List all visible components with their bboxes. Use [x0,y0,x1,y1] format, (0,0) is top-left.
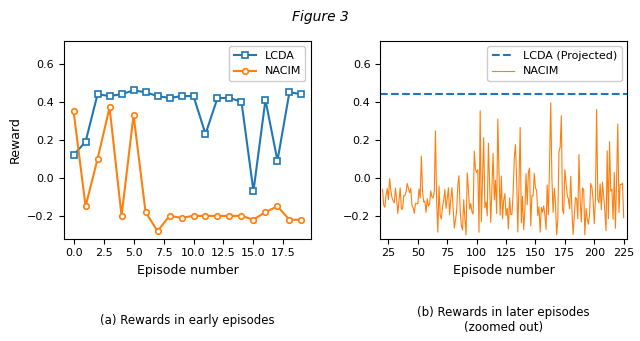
NACIM [154,229,161,233]
LCDA [214,96,221,100]
LCDA [285,90,293,94]
NACIM [237,214,245,218]
NACIM [118,214,125,218]
NACIM [178,216,186,220]
LCDA [298,92,305,96]
NACIM [462,233,470,237]
NACIM [262,210,269,214]
Text: (a) Rewards in early episodes: (a) Rewards in early episodes [100,314,275,327]
NACIM [93,157,101,161]
LCDA (Projected) [356,92,364,96]
NACIM [274,204,282,208]
LCDA [237,100,245,104]
NACIM [130,113,138,117]
NACIM [285,218,293,222]
Text: (b) Rewards in later episodes
(zoomed out): (b) Rewards in later episodes (zoomed ou… [417,306,590,334]
LCDA [70,153,77,157]
NACIM [141,210,149,214]
LCDA [130,88,138,92]
NACIM [202,214,209,218]
NACIM [604,149,611,153]
NACIM [417,154,425,158]
LCDA [93,92,101,96]
LCDA [226,96,234,100]
LCDA [106,94,113,98]
LCDA [154,94,161,98]
LCDA [250,189,257,193]
LCDA [82,140,90,144]
LCDA [189,94,197,98]
NACIM [189,214,197,218]
LCDA [166,96,173,100]
LCDA [141,90,149,94]
Line: NACIM: NACIM [71,105,304,234]
Line: NACIM: NACIM [383,103,623,235]
LCDA [262,98,269,102]
LCDA [118,92,125,96]
Legend: LCDA (Projected), NACIM: LCDA (Projected), NACIM [488,46,621,81]
X-axis label: Episode number: Episode number [453,264,555,277]
NACIM [447,197,454,201]
NACIM [298,218,305,222]
Line: LCDA: LCDA [71,88,304,194]
NACIM [226,214,234,218]
NACIM [379,187,387,191]
X-axis label: Episode number: Episode number [136,264,238,277]
NACIM [106,105,113,109]
NACIM [214,214,221,218]
NACIM [82,204,90,208]
LCDA [274,159,282,163]
LCDA [202,132,209,136]
NACIM [166,214,173,218]
Legend: LCDA, NACIM: LCDA, NACIM [229,46,305,81]
LCDA (Projected) [355,92,363,96]
NACIM [70,109,77,113]
NACIM [382,193,390,197]
NACIM [620,216,627,220]
Text: Figure 3: Figure 3 [292,10,348,24]
NACIM [547,101,555,105]
Y-axis label: Reward: Reward [8,116,22,163]
LCDA [178,94,186,98]
NACIM [473,170,481,175]
NACIM [250,218,257,222]
NACIM [403,181,411,186]
